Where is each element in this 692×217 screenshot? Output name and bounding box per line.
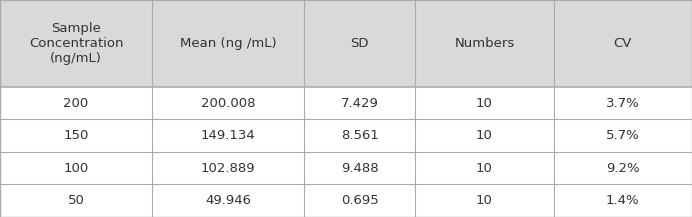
Text: 50: 50 <box>68 194 84 207</box>
Text: 9.2%: 9.2% <box>606 162 639 175</box>
Text: 9.488: 9.488 <box>341 162 379 175</box>
Text: 149.134: 149.134 <box>201 129 256 142</box>
Text: 100: 100 <box>64 162 89 175</box>
Text: 200: 200 <box>64 97 89 110</box>
Text: 0.695: 0.695 <box>341 194 379 207</box>
Bar <box>0 0 692 87</box>
Text: 10: 10 <box>476 162 493 175</box>
Text: 150: 150 <box>64 129 89 142</box>
Text: Mean (ng /mL): Mean (ng /mL) <box>180 37 277 50</box>
Text: 49.946: 49.946 <box>206 194 251 207</box>
Text: 1.4%: 1.4% <box>606 194 639 207</box>
Text: 5.7%: 5.7% <box>606 129 639 142</box>
Text: 102.889: 102.889 <box>201 162 255 175</box>
Bar <box>0 184 692 217</box>
Text: 10: 10 <box>476 194 493 207</box>
Text: Sample
Concentration
(ng/mL): Sample Concentration (ng/mL) <box>29 22 123 65</box>
Text: 8.561: 8.561 <box>341 129 379 142</box>
Text: 10: 10 <box>476 129 493 142</box>
Text: SD: SD <box>351 37 369 50</box>
Text: CV: CV <box>614 37 632 50</box>
Text: Numbers: Numbers <box>454 37 515 50</box>
Bar <box>0 152 692 184</box>
Bar <box>0 87 692 119</box>
Text: 7.429: 7.429 <box>341 97 379 110</box>
Text: 10: 10 <box>476 97 493 110</box>
Text: 3.7%: 3.7% <box>606 97 639 110</box>
Text: 200.008: 200.008 <box>201 97 255 110</box>
Bar <box>0 119 692 152</box>
